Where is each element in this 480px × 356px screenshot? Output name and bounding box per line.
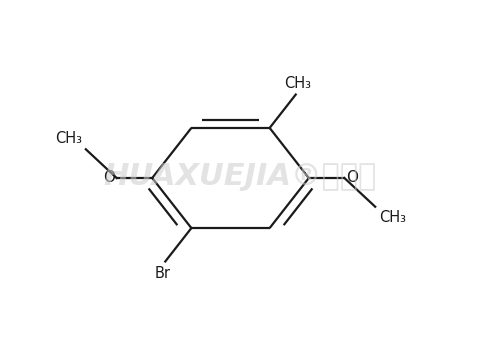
Text: O: O <box>346 171 358 185</box>
Text: CH₃: CH₃ <box>379 210 406 225</box>
Text: CH₃: CH₃ <box>55 131 82 146</box>
Text: Br: Br <box>155 266 171 281</box>
Text: HUAXUEJIA®化学加: HUAXUEJIA®化学加 <box>103 162 377 191</box>
Text: O: O <box>103 171 115 185</box>
Text: CH₃: CH₃ <box>285 76 312 91</box>
